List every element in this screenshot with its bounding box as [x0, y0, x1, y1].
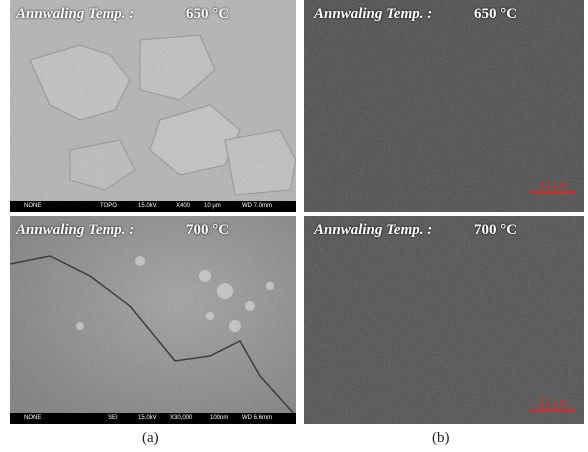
figure: Annwaling Temp. : 650 °C NONE TOPO 15.0k… [0, 0, 588, 452]
caption: (a) [142, 430, 159, 447]
info-bar: NONE SEI 15.0kV X30,000 100nm WD 6.6mm [10, 413, 296, 424]
label: Annwaling Temp. : [314, 222, 432, 239]
sem-image: Annwaling Temp. : 650 °C NONE TOPO 15.0k… [10, 0, 296, 212]
info-text: 100nm [210, 415, 228, 421]
info-text: X400 [176, 203, 190, 209]
temperature: 650 °C [186, 6, 229, 23]
info-text: NONE [24, 203, 41, 209]
info-text: 10 μm [204, 203, 221, 209]
info-text: 15.0kV [138, 415, 157, 421]
optical-image: Annwaling Temp. : 650 °C 20 μm [304, 0, 584, 212]
info-text: WD 6.6mm [242, 415, 272, 421]
sem-image: Annwaling Temp. : 700 °C NONE SEI 15.0kV… [10, 216, 296, 424]
scale-bar: 20 μm [530, 180, 576, 193]
label: Annwaling Temp. : [16, 6, 134, 23]
texture [10, 0, 296, 212]
info-text: 15.0kV [138, 203, 157, 209]
scale-bar: 20 μm [530, 398, 576, 411]
optical-image: Annwaling Temp. : 700 °C 20 μm [304, 216, 584, 424]
info-text: TOPO [100, 203, 117, 209]
texture [304, 216, 584, 424]
info-text: NONE [24, 415, 41, 421]
info-text: WD 7.0mm [242, 203, 272, 209]
info-text: X30,000 [170, 415, 192, 421]
temperature: 700 °C [186, 222, 229, 239]
temperature: 650 °C [474, 6, 517, 23]
caption: (b) [432, 430, 450, 447]
info-bar: NONE TOPO 15.0kV X400 10 μm WD 7.0mm [10, 201, 296, 212]
temperature: 700 °C [474, 222, 517, 239]
texture [10, 216, 296, 424]
label: Annwaling Temp. : [314, 6, 432, 23]
info-text: SEI [108, 415, 118, 421]
label: Annwaling Temp. : [16, 222, 134, 239]
